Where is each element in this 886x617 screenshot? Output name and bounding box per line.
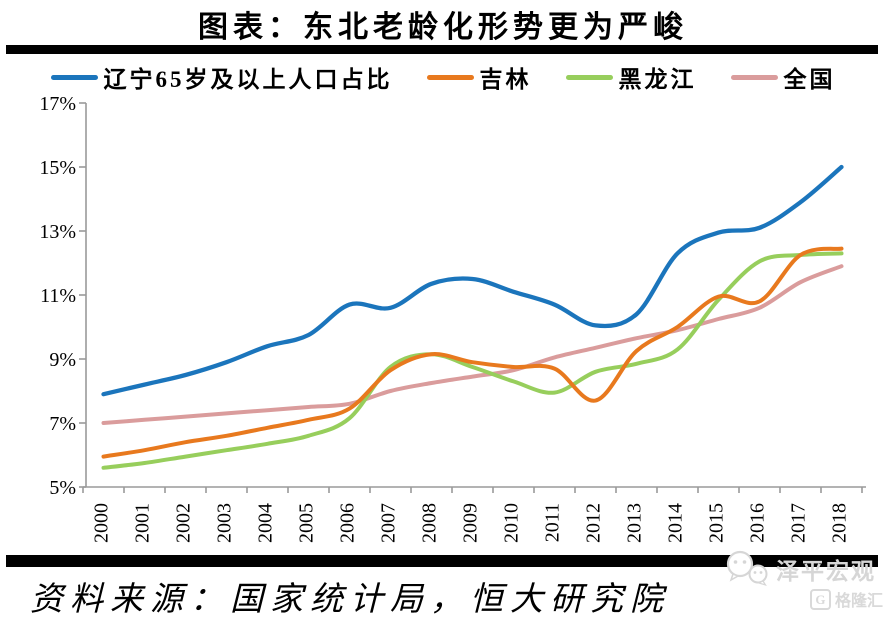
legend-label-jilin: 吉林 bbox=[479, 67, 532, 92]
y-tick-label: 11% bbox=[40, 285, 76, 307]
x-tick-label: 2018 bbox=[829, 503, 851, 543]
legend-item-jilin: 吉林 bbox=[426, 60, 532, 94]
zeping-watermark: 泽平宏观 bbox=[725, 550, 876, 588]
x-tick-label: 2015 bbox=[706, 503, 728, 543]
line-chart: 17% 15% 13% 11% 9% 7% 5% 2000 2001 2002 2003 2004 20… bbox=[39, 95, 866, 543]
legend-label-heilongjiang: 黑龙江 bbox=[618, 67, 697, 92]
x-tick-label: 2001 bbox=[132, 503, 154, 543]
gelonghui-logo: G 格隆汇 bbox=[809, 587, 883, 611]
legend-label-quanguo: 全国 bbox=[783, 67, 836, 92]
x-tick-label: 2005 bbox=[296, 503, 318, 543]
x-tick-label: 2013 bbox=[624, 503, 646, 543]
series-line-jilin bbox=[101, 246, 844, 459]
divider-bottom bbox=[6, 555, 878, 567]
x-tick-label: 2017 bbox=[788, 503, 810, 543]
x-tick-label: 2009 bbox=[460, 503, 482, 543]
legend-item-liaoning: 辽宁65岁及以上人口占比 bbox=[50, 60, 393, 94]
y-tick-label: 17% bbox=[39, 95, 76, 115]
x-tick-label: 2003 bbox=[214, 503, 236, 543]
x-tick-label: 2012 bbox=[583, 503, 605, 543]
x-tick-label: 2010 bbox=[501, 503, 523, 543]
legend-swatch-quanguo bbox=[730, 74, 778, 80]
y-tick-label: 13% bbox=[39, 221, 76, 243]
series-line-quanguo bbox=[101, 264, 844, 425]
x-tick-label: 2008 bbox=[419, 503, 441, 543]
series-line-heilongjiang bbox=[101, 251, 844, 470]
y-tick-label: 9% bbox=[49, 349, 76, 371]
y-tick-label: 7% bbox=[49, 413, 76, 435]
x-tick-label: 2004 bbox=[255, 503, 277, 543]
y-tick-label: 5% bbox=[49, 477, 76, 499]
x-tick-label: 2007 bbox=[378, 503, 400, 543]
source-caption: 资料来源：国家统计局，恒大研究院 bbox=[30, 582, 670, 617]
legend-swatch-heilongjiang bbox=[565, 74, 613, 80]
zeping-watermark-text: 泽平宏观 bbox=[776, 559, 876, 584]
legend-item-heilongjiang: 黑龙江 bbox=[565, 60, 697, 94]
series-line-liaoning bbox=[101, 164, 844, 397]
legend-swatch-liaoning bbox=[50, 74, 98, 80]
x-tick-label: 2006 bbox=[337, 503, 359, 543]
legend-label-liaoning: 辽宁65岁及以上人口占比 bbox=[103, 67, 393, 92]
legend-swatch-jilin bbox=[426, 74, 474, 80]
x-tick-label: 2014 bbox=[665, 503, 687, 543]
x-tick-label: 2000 bbox=[91, 503, 113, 543]
divider-top bbox=[6, 45, 878, 54]
legend-item-quanguo: 全国 bbox=[730, 60, 836, 94]
x-tick-label: 2002 bbox=[173, 503, 195, 543]
gelonghui-label: 格隆汇 bbox=[834, 593, 883, 610]
y-tick-label: 15% bbox=[39, 157, 76, 179]
gelonghui-g-icon: G bbox=[809, 588, 831, 610]
chart-legend: 辽宁65岁及以上人口占比 吉林 黑龙江 全国 bbox=[0, 60, 886, 94]
x-tick-label: 2016 bbox=[747, 503, 769, 543]
page-title: 图表：东北老龄化形势更为严峻 bbox=[198, 11, 688, 44]
chat-bubbles-icon bbox=[726, 550, 768, 587]
x-tick-label: 2011 bbox=[542, 503, 564, 542]
